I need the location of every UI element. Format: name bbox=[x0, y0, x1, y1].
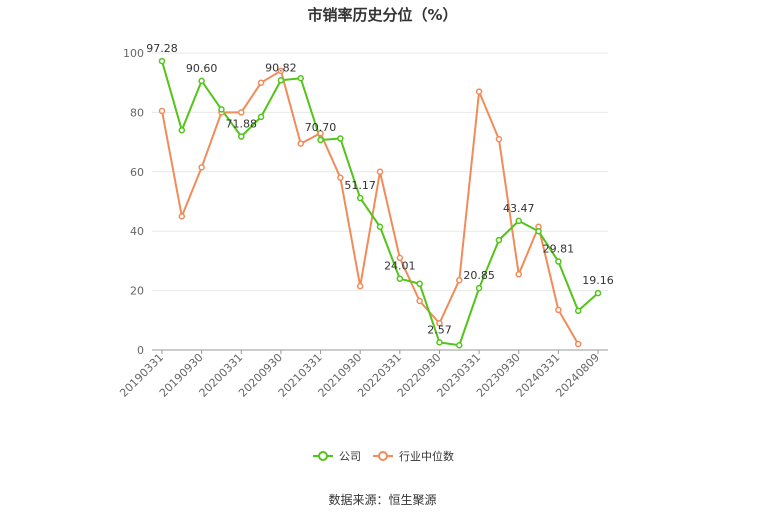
data-point-company[interactable] bbox=[574, 307, 582, 315]
y-tick-label: 0 bbox=[137, 344, 144, 357]
data-point-company[interactable] bbox=[178, 126, 186, 134]
data-point-company[interactable] bbox=[555, 258, 562, 265]
data-point-company[interactable] bbox=[515, 217, 522, 225]
data-point-company[interactable] bbox=[218, 106, 225, 113]
y-tick-label: 100 bbox=[123, 47, 144, 60]
data-label: 71.88 bbox=[226, 118, 258, 131]
data-point-industry[interactable] bbox=[396, 254, 404, 262]
data-label: 97.28 bbox=[146, 42, 178, 55]
data-label: 43.47 bbox=[503, 202, 535, 215]
chart-title: 市销率历史分位（%） bbox=[307, 6, 458, 24]
data-point-industry[interactable] bbox=[297, 140, 304, 147]
data-point-company[interactable] bbox=[337, 135, 344, 142]
data-point-company[interactable] bbox=[158, 57, 166, 65]
data-point-industry[interactable] bbox=[574, 340, 582, 348]
data-point-industry[interactable] bbox=[456, 276, 463, 284]
data-point-industry[interactable] bbox=[257, 79, 265, 86]
legend-industry-marker bbox=[378, 451, 388, 461]
data-point-industry[interactable] bbox=[376, 168, 384, 176]
data-point-industry[interactable] bbox=[475, 88, 483, 95]
data-point-company[interactable] bbox=[436, 339, 443, 346]
data-point-company[interactable] bbox=[416, 280, 423, 288]
data-point-industry[interactable] bbox=[515, 271, 522, 278]
data-point-industry[interactable] bbox=[198, 164, 205, 171]
y-axis-ticks: 0 20 40 60 80 100 bbox=[123, 47, 144, 357]
y-tick-label: 20 bbox=[130, 285, 144, 298]
data-point-company[interactable] bbox=[396, 275, 404, 282]
data-point-industry[interactable] bbox=[436, 320, 443, 327]
legend-company-marker bbox=[318, 451, 328, 461]
data-point-company[interactable] bbox=[317, 136, 324, 144]
legend-company-label: 公司 bbox=[339, 450, 361, 463]
data-point-industry[interactable] bbox=[495, 135, 503, 143]
data-labels: 97.28 90.60 71.88 90.82 70.70 51.17 24.01 2.57 2… bbox=[146, 42, 614, 336]
data-label: 19.16 bbox=[582, 274, 614, 287]
data-point-industry[interactable] bbox=[317, 129, 324, 137]
data-point-industry[interactable] bbox=[356, 282, 364, 290]
x-tick-label: 20240809 bbox=[553, 351, 602, 400]
data-point-industry[interactable] bbox=[178, 213, 186, 220]
series-points bbox=[158, 57, 602, 349]
data-point-company[interactable] bbox=[257, 113, 265, 121]
series-line-industry bbox=[161, 69, 580, 345]
legend-item-industry[interactable]: 行业中位数 bbox=[373, 449, 454, 463]
data-point-industry[interactable] bbox=[555, 306, 562, 314]
data-point-company[interactable] bbox=[475, 284, 483, 292]
y-tick-label: 80 bbox=[130, 106, 144, 119]
data-label: 29.81 bbox=[543, 242, 575, 255]
x-axis-ticks: 2019033120190930202003312020093020210331… bbox=[117, 350, 602, 400]
data-point-company[interactable] bbox=[535, 227, 542, 235]
data-source: 数据来源：恒生聚源 bbox=[328, 493, 437, 507]
data-label: 51.17 bbox=[344, 179, 376, 192]
data-label: 2.57 bbox=[427, 323, 452, 336]
data-label: 70.70 bbox=[305, 121, 337, 134]
data-point-industry[interactable] bbox=[337, 174, 344, 181]
legend-item-company[interactable]: 公司 bbox=[313, 450, 361, 463]
legend: 公司 行业中位数 bbox=[313, 449, 454, 463]
data-point-company[interactable] bbox=[594, 289, 602, 297]
data-point-industry[interactable] bbox=[158, 107, 166, 115]
data-point-company[interactable] bbox=[297, 74, 304, 82]
data-point-company[interactable] bbox=[277, 77, 285, 84]
data-label: 24.01 bbox=[384, 260, 416, 273]
data-label: 20.85 bbox=[463, 269, 495, 282]
data-point-company[interactable] bbox=[238, 133, 245, 140]
data-label: 90.60 bbox=[186, 62, 218, 75]
data-point-industry[interactable] bbox=[416, 297, 423, 305]
data-point-company[interactable] bbox=[198, 77, 205, 85]
data-point-company[interactable] bbox=[356, 194, 364, 202]
legend-industry-label: 行业中位数 bbox=[399, 449, 454, 463]
y-tick-label: 60 bbox=[130, 166, 144, 179]
data-point-industry[interactable] bbox=[238, 109, 245, 116]
data-point-company[interactable] bbox=[376, 223, 384, 230]
y-tick-label: 40 bbox=[130, 225, 144, 238]
data-point-industry[interactable] bbox=[277, 67, 285, 75]
data-point-company[interactable] bbox=[495, 236, 503, 244]
data-point-company[interactable] bbox=[456, 341, 463, 349]
data-label: 90.82 bbox=[265, 61, 297, 74]
